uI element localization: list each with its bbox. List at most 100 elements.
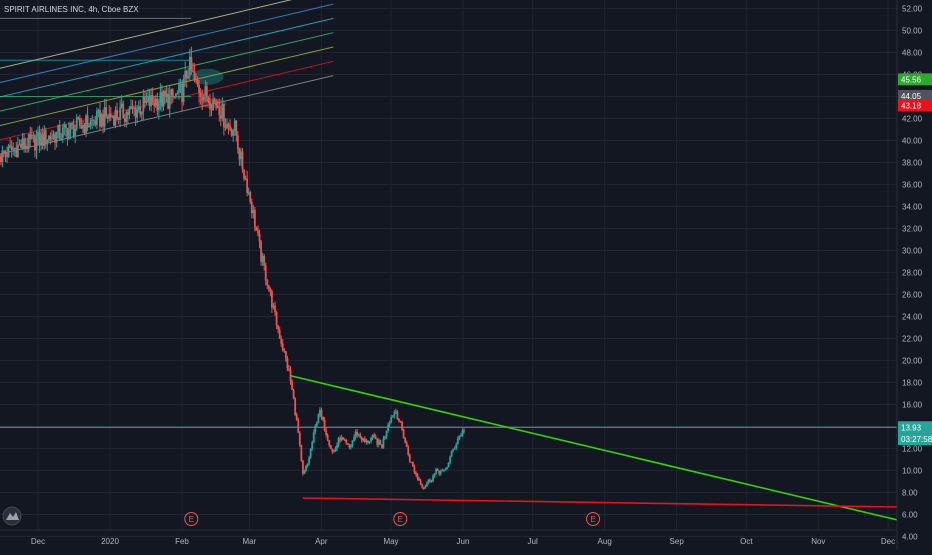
candle[interactable]: [385, 430, 388, 439]
candle[interactable]: [351, 440, 354, 448]
candle[interactable]: [362, 437, 365, 442]
candle[interactable]: [51, 130, 53, 143]
candle[interactable]: [377, 437, 380, 448]
candle[interactable]: [21, 133, 24, 151]
candle[interactable]: [209, 93, 211, 117]
candle[interactable]: [331, 448, 334, 455]
candle[interactable]: [407, 444, 410, 457]
candle[interactable]: [463, 428, 465, 434]
candle[interactable]: [12, 142, 15, 156]
candle[interactable]: [337, 436, 340, 448]
candle[interactable]: [288, 365, 290, 372]
candle[interactable]: [281, 339, 284, 352]
candle[interactable]: [207, 95, 210, 104]
candle[interactable]: [27, 133, 30, 153]
candle[interactable]: [244, 175, 247, 181]
candle[interactable]: [201, 89, 204, 111]
candle[interactable]: [312, 429, 315, 444]
candle[interactable]: [103, 98, 106, 133]
candle[interactable]: [37, 126, 39, 146]
candle[interactable]: [267, 284, 270, 293]
candle[interactable]: [433, 473, 436, 478]
candle[interactable]: [436, 468, 439, 471]
candle[interactable]: [95, 107, 98, 130]
candle[interactable]: [247, 187, 250, 196]
candle[interactable]: [80, 117, 83, 130]
candle[interactable]: [144, 90, 146, 109]
candle[interactable]: [325, 427, 328, 438]
candle[interactable]: [184, 61, 187, 87]
candle[interactable]: [387, 422, 390, 433]
candle[interactable]: [47, 135, 50, 143]
candle[interactable]: [171, 88, 174, 104]
candle[interactable]: [379, 439, 382, 446]
candle[interactable]: [202, 93, 205, 104]
candle[interactable]: [260, 239, 262, 266]
candle[interactable]: [223, 103, 225, 136]
candle[interactable]: [77, 116, 80, 120]
candle[interactable]: [447, 462, 450, 468]
candle[interactable]: [382, 435, 385, 449]
candle[interactable]: [221, 97, 224, 122]
candle[interactable]: [398, 418, 400, 423]
candle[interactable]: [145, 92, 148, 105]
candle[interactable]: [105, 98, 108, 119]
candle[interactable]: [157, 98, 160, 120]
candle[interactable]: [461, 428, 464, 437]
candle[interactable]: [75, 114, 78, 132]
candle[interactable]: [137, 100, 140, 113]
candle[interactable]: [125, 110, 128, 128]
candle[interactable]: [294, 397, 297, 417]
candle[interactable]: [179, 78, 182, 93]
candle[interactable]: [0, 153, 2, 166]
candle[interactable]: [249, 190, 252, 205]
candle[interactable]: [283, 348, 286, 353]
candle[interactable]: [277, 325, 280, 334]
candle[interactable]: [150, 88, 152, 112]
candle[interactable]: [218, 98, 221, 122]
resistance-trendline[interactable]: [290, 375, 932, 534]
candle[interactable]: [269, 287, 272, 297]
candle[interactable]: [295, 412, 298, 421]
candle[interactable]: [57, 124, 60, 139]
candle[interactable]: [305, 465, 307, 473]
candle[interactable]: [159, 83, 162, 111]
candle[interactable]: [340, 434, 343, 442]
candle[interactable]: [391, 415, 394, 418]
candle[interactable]: [122, 100, 125, 119]
candle[interactable]: [4, 149, 7, 163]
candle[interactable]: [311, 440, 314, 451]
candle[interactable]: [99, 102, 101, 131]
candle[interactable]: [408, 453, 411, 463]
candle[interactable]: [238, 147, 241, 166]
candle[interactable]: [54, 131, 56, 151]
candle[interactable]: [106, 114, 109, 124]
candle[interactable]: [446, 466, 448, 470]
candle[interactable]: [411, 461, 414, 467]
candle[interactable]: [266, 279, 269, 290]
candle[interactable]: [32, 132, 35, 143]
candle[interactable]: [199, 88, 202, 105]
candle[interactable]: [275, 311, 278, 329]
candle[interactable]: [346, 442, 349, 446]
candle[interactable]: [120, 94, 123, 109]
candle[interactable]: [370, 436, 372, 444]
candle[interactable]: [69, 122, 72, 139]
candle[interactable]: [226, 118, 228, 130]
candle[interactable]: [348, 443, 351, 450]
candle[interactable]: [306, 463, 309, 468]
candle[interactable]: [253, 206, 256, 232]
candle[interactable]: [126, 109, 129, 125]
candle[interactable]: [393, 409, 396, 419]
candle[interactable]: [424, 484, 427, 489]
candle[interactable]: [258, 229, 261, 249]
candle[interactable]: [185, 69, 188, 88]
candle[interactable]: [458, 435, 461, 441]
candle[interactable]: [136, 105, 139, 124]
earnings-marker[interactable]: E: [586, 512, 601, 526]
candle[interactable]: [336, 442, 338, 452]
candle[interactable]: [415, 471, 417, 477]
candle[interactable]: [204, 80, 207, 103]
candle[interactable]: [65, 124, 67, 137]
